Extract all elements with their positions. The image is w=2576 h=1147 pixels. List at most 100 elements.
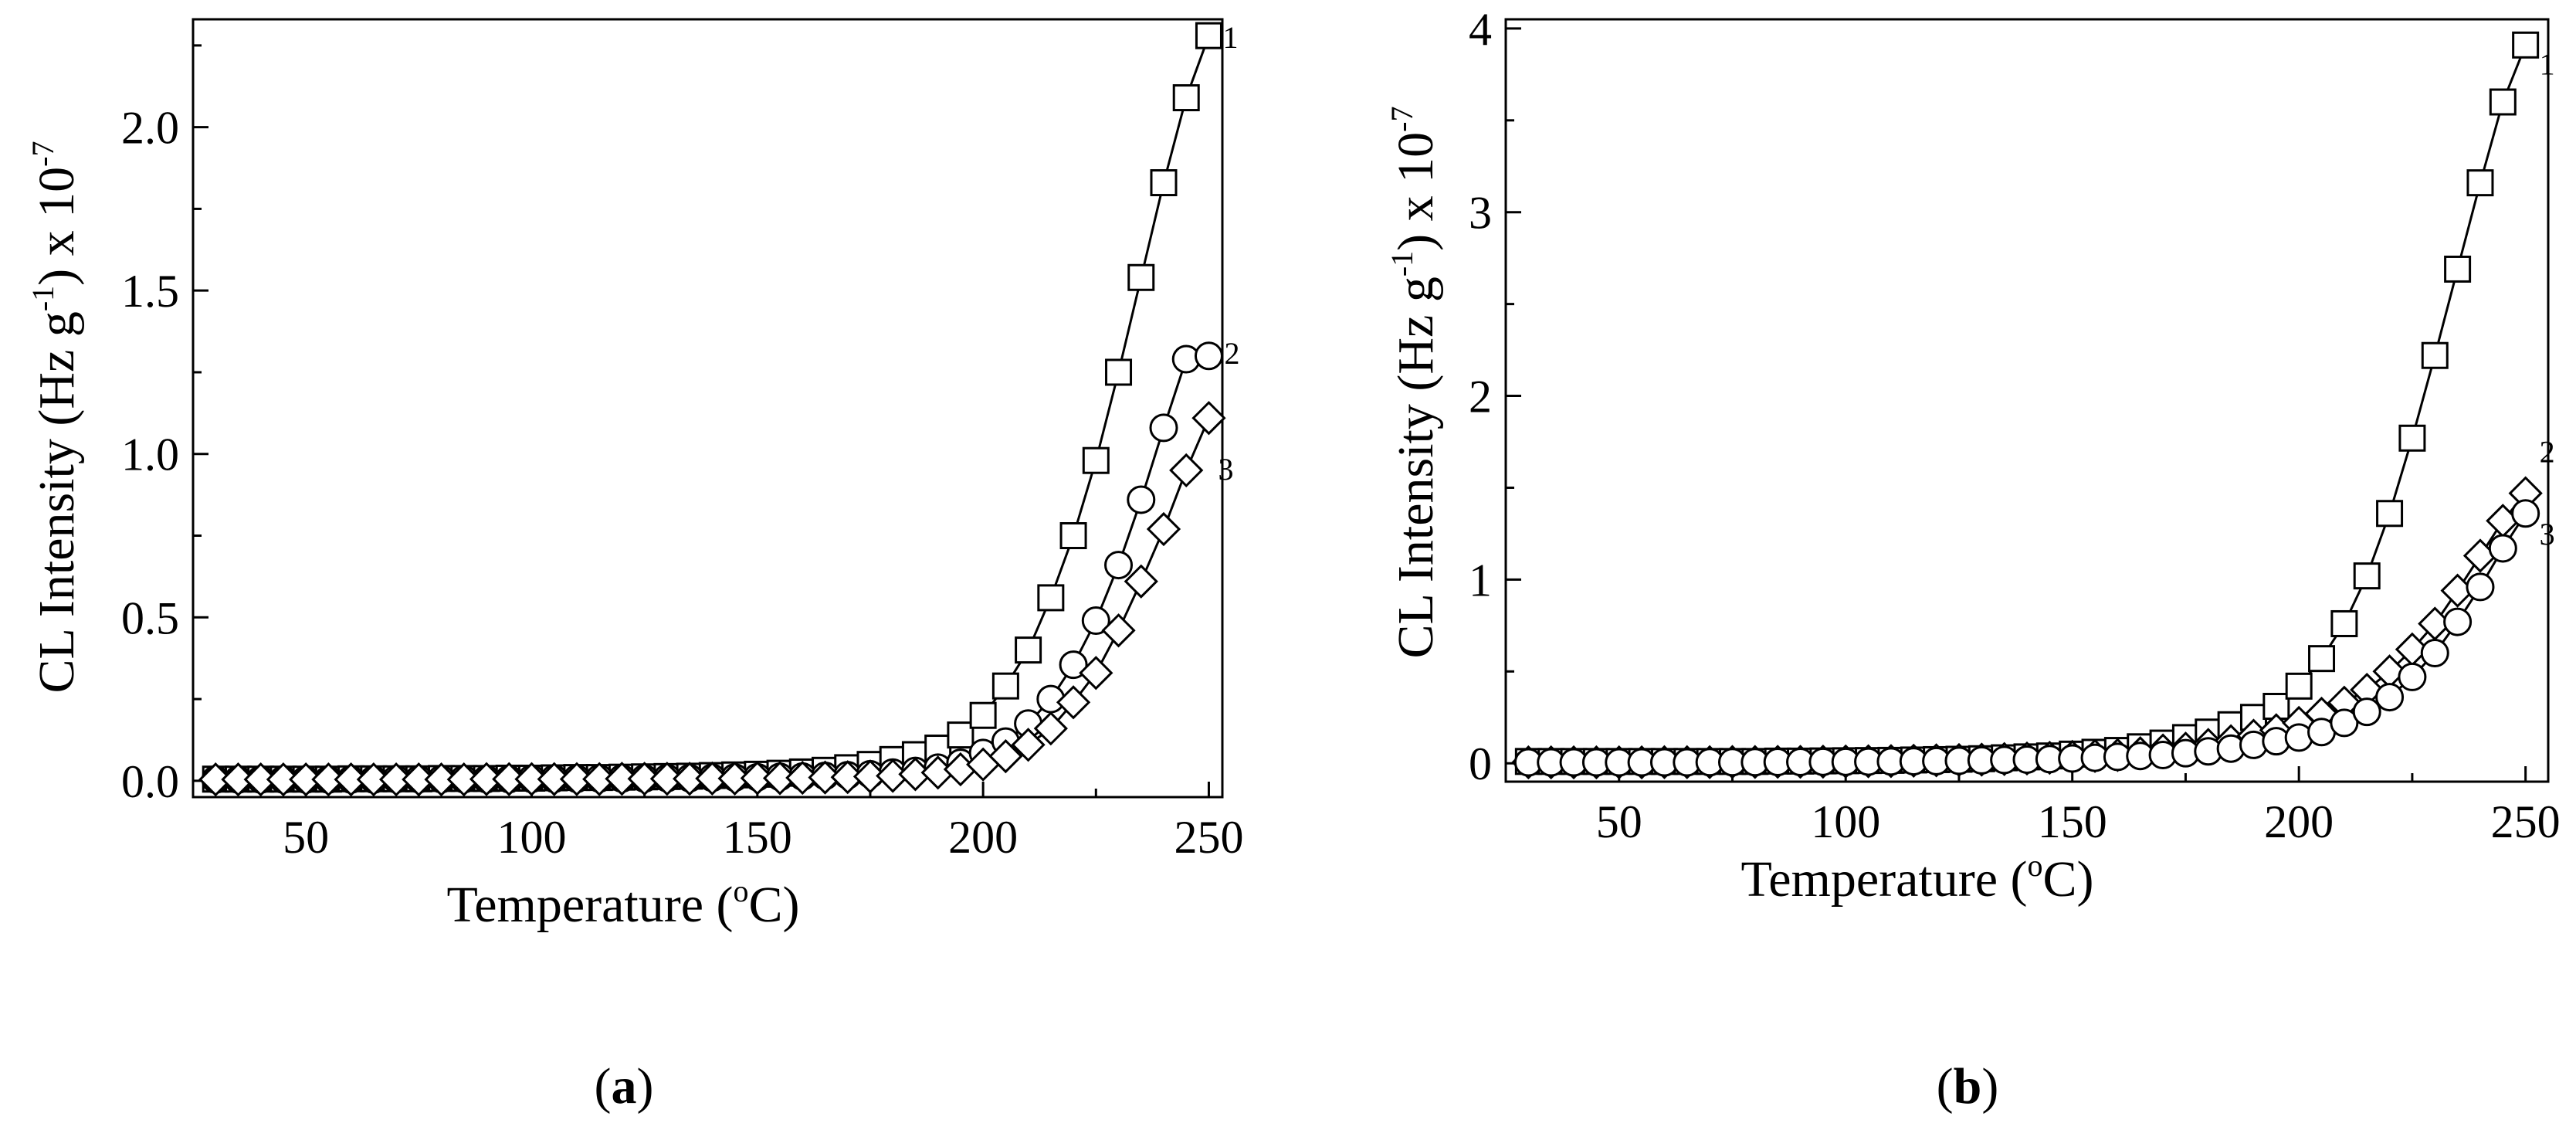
panel-a-series-3-diamond-marker [1056, 685, 1091, 720]
panel-b-series-1-square-marker [2489, 88, 2517, 116]
panel-a-series-1-square-marker [947, 721, 974, 749]
panel-a-series-1-square-marker [1037, 584, 1065, 612]
panel-a-series-3-diamond-marker [266, 762, 301, 797]
panel-b-x-tick-label: 150 [2038, 796, 2107, 847]
panel-b-series-3-circle-marker [2511, 499, 2540, 528]
panel-a-y-tick-label: 1.0 [121, 429, 179, 480]
panel-b-axes-frame [1504, 18, 2550, 783]
panel-a-series-3-diamond-marker [627, 762, 662, 796]
panel-b-series-1-square-marker [2466, 169, 2494, 197]
panel-b-series-1-square-marker [2353, 562, 2381, 590]
panel-a-series-3-diamond-marker [1079, 656, 1113, 691]
panel-a-series-3-diamond-marker [762, 761, 798, 796]
panel-a-series-1-square-marker [1059, 522, 1087, 550]
panel-b-y-tick-label: 1 [1469, 555, 1492, 606]
panel-a-y-tick-label: 1.5 [121, 266, 179, 317]
panel-b-x-tick-label: 100 [1811, 796, 1880, 847]
panel-a-y-tick-label: 2.0 [121, 103, 179, 154]
panel-b-series-2-label: 2 [2540, 435, 2555, 470]
panel-b-plot-area: 50 100 150 200 250 0 1 2 3 4 1 2 3 [1469, 4, 2561, 847]
panel-a-series-2-circle-marker [1104, 551, 1134, 580]
panel-a-series-2-circle-marker [1059, 650, 1088, 680]
panel-a-series-3-diamond-marker [605, 762, 639, 796]
panel-b-y-tick-label: 0 [1469, 738, 1492, 789]
panel-a-y-tick-label: 0.5 [121, 592, 179, 643]
panel-a-series-1-square-marker [1015, 636, 1042, 664]
panel-a-series-3-diamond-marker [243, 762, 278, 797]
panel-b-series-3-label: 3 [2540, 517, 2555, 551]
panel-a-series-1-square-marker [1172, 84, 1200, 112]
panel-a-series-3-diamond-marker [424, 762, 459, 797]
panel-a-series-3-diamond-marker [649, 762, 685, 796]
panel-b-caption: (b) [1937, 1058, 1999, 1115]
panel-b-series-1-square-marker [2330, 609, 2358, 637]
panel-a-series-3-diamond-marker [672, 762, 707, 796]
panel-a-series-3-diamond-marker [311, 762, 346, 797]
panel-a-series-3-diamond-marker [289, 762, 324, 797]
panel-b-series-3-circle-marker [2443, 607, 2473, 636]
panel-b-series-1-square-marker [2444, 255, 2472, 283]
panel-a-y-tick-label: 0.0 [121, 756, 179, 807]
panel-a-series-3-diamond-marker [402, 762, 436, 797]
panel-a-series-1-square-marker [1105, 358, 1133, 386]
panel-b-x-tick-label: 250 [2491, 796, 2561, 847]
panel-a-series-3-diamond-marker [378, 762, 414, 797]
panel-b-x-axis-title: Temperature (oC) [1741, 848, 2094, 908]
panel-a-series-3-diamond-marker [785, 760, 820, 796]
panel-b-series-3-circle-marker [2488, 534, 2517, 563]
panel-b-y-tick-label: 3 [1469, 188, 1492, 239]
panel-a-series-3-diamond-marker [356, 762, 391, 797]
panel-b-series-3-circle-marker [2420, 639, 2449, 668]
panel-a-series-2-label: 2 [1224, 336, 1239, 371]
panel-a-series-3-diamond-marker [1011, 728, 1046, 762]
panel-a-series-3-diamond-marker [988, 738, 1023, 774]
panel-a-series-3-diamond-marker [1101, 613, 1136, 648]
panel-a-series-3-diamond-marker [582, 762, 617, 796]
panel-a-series-3-diamond-marker [221, 762, 256, 797]
panel-b-series-3-circle-marker [2375, 683, 2405, 712]
panel-b-series-1-square-marker [2398, 424, 2426, 452]
panel-a-series-3-diamond-marker [492, 762, 527, 796]
panel-a-axes-frame [192, 18, 1224, 799]
panel-a-series-1-square-marker [1127, 263, 1155, 291]
panel-b-y-tick-label: 2 [1469, 372, 1492, 422]
panel-a-caption: (a) [595, 1058, 654, 1115]
panel-a-x-tick-label: 250 [1174, 812, 1243, 863]
panel-b-series-1-label: 1 [2540, 46, 2555, 81]
panel-a-series-3-diamond-marker [334, 762, 368, 797]
panel-a-x-tick-label: 50 [283, 812, 329, 863]
panel-a-series-3-diamond-marker [514, 762, 549, 796]
panel-b-series-1-square-marker [2308, 645, 2336, 673]
panel-b-y-tick-label: 4 [1469, 4, 1492, 55]
panel-a-series-3-diamond-marker [695, 761, 730, 796]
panel-b-x-tick-label: 50 [1596, 796, 1642, 847]
panel-a-series-3-diamond-marker [808, 760, 842, 795]
panel-a-series-3-diamond-marker [740, 761, 774, 796]
panel-a-series-1-square-marker [969, 701, 997, 729]
panel-a-series-1-label: 1 [1222, 20, 1238, 55]
panel-b-series-3-circle-marker [2398, 662, 2427, 691]
panel-a-series-1-square-marker [1195, 22, 1222, 49]
panel-a-series-2-circle-marker [1127, 485, 1156, 514]
panel-a-series-3-diamond-marker [1033, 711, 1068, 746]
panel-b-series-3-circle-marker [2352, 697, 2381, 727]
panel-b-series-3-circle-marker [2466, 572, 2495, 602]
panel-a-series-3-diamond-marker [559, 762, 595, 796]
panel-a-series-1-square-marker [991, 672, 1019, 700]
panel-b-y-axis-title: CL Intensity (Hz g-1) x 10-7 [1385, 107, 1444, 659]
panel-a-x-tick-label: 200 [948, 812, 1018, 863]
panel-a-x-tick-label: 150 [723, 812, 792, 863]
panel-b-series-1-square-marker [2421, 341, 2449, 369]
panel-a-series-2-circle-marker [1081, 606, 1110, 636]
panel-a-x-axis-title: Temperature (oC) [447, 874, 800, 933]
panel-a-series-3-diamond-marker [717, 761, 752, 796]
panel-a-series-3-diamond-marker [1146, 511, 1181, 547]
panel-a: 50 100 150 200 250 0.0 0.5 1.0 1.5 2.0 1 2 3 Tempera… [25, 18, 1243, 1115]
panel-a-x-tick-label: 100 [497, 812, 566, 863]
panel-a-series-3-diamond-marker [446, 762, 481, 797]
panel-a-series-3-diamond-marker [1124, 564, 1158, 599]
panel-b-x-tick-label: 200 [2264, 796, 2334, 847]
